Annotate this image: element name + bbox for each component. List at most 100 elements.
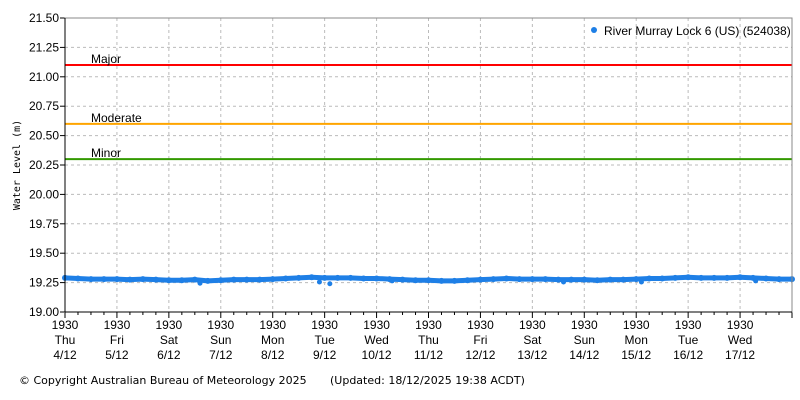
- y-tick-label: 19.25: [29, 276, 59, 290]
- updated-text: (Updated: 18/12/2025 19:38 ACDT): [330, 374, 525, 387]
- data-point: [87, 276, 94, 283]
- x-tick-date: 6/12: [157, 348, 181, 362]
- x-tick-time: 1930: [519, 318, 546, 332]
- x-tick-date: 9/12: [313, 348, 337, 362]
- x-tick-date: 10/12: [362, 348, 392, 362]
- x-tick-date: 14/12: [569, 348, 599, 362]
- x-tick-date: 13/12: [517, 348, 547, 362]
- y-tick-label: 20.50: [29, 129, 59, 143]
- x-tick-day: Sun: [210, 333, 231, 347]
- data-point: [581, 276, 588, 283]
- x-tick-date: 5/12: [105, 348, 129, 362]
- y-tick-label: 21.50: [29, 11, 59, 25]
- data-point: [646, 275, 653, 282]
- data-point: [711, 274, 718, 281]
- x-tick-date: 11/12: [414, 348, 443, 362]
- y-tick-label: 20.75: [29, 99, 59, 113]
- x-tick-time: 1930: [156, 318, 183, 332]
- x-tick-date: 8/12: [261, 348, 285, 362]
- data-point: [425, 277, 432, 284]
- water-level-chart: Major Moderate Minor 19.00 19.25 19.50 19.75 2…: [12, 11, 795, 362]
- data-point: [327, 281, 333, 287]
- x-tick-day: Tue: [315, 333, 336, 347]
- data-point: [347, 274, 354, 281]
- data-point: [737, 274, 744, 281]
- data-point: [542, 276, 549, 283]
- y-tick-label: 19.75: [29, 217, 59, 231]
- x-tick-day: Sun: [574, 333, 595, 347]
- legend-marker: [591, 27, 597, 33]
- data-point: [204, 277, 211, 284]
- data-point: [269, 276, 276, 283]
- x-tick-day: Wed: [364, 333, 388, 347]
- data-point: [321, 274, 328, 281]
- data-point: [256, 276, 263, 283]
- data-point: [217, 277, 224, 284]
- data-point: [698, 274, 705, 281]
- y-tick-label: 19.50: [29, 246, 59, 260]
- data-point: [389, 278, 395, 284]
- threshold-label-minor: Minor: [91, 146, 121, 160]
- data-point: [763, 275, 770, 282]
- data-point: [464, 277, 471, 284]
- data-point: [126, 276, 133, 283]
- x-tick-date: 15/12: [621, 348, 651, 362]
- data-point: [633, 276, 640, 283]
- data-point: [685, 274, 692, 281]
- x-tick-day: Wed: [728, 333, 752, 347]
- x-tick-day: Mon: [625, 333, 648, 347]
- data-point: [753, 278, 759, 284]
- x-tick-time: 1930: [623, 318, 650, 332]
- data-point: [399, 276, 406, 283]
- y-tick-label: 19.00: [29, 305, 59, 319]
- data-point: [74, 275, 81, 282]
- legend: River Murray Lock 6 (US) (524038): [591, 24, 791, 38]
- data-point: [139, 276, 146, 283]
- x-tick-time: 1930: [571, 318, 598, 332]
- data-point: [438, 277, 445, 284]
- x-tick-day: Sat: [160, 333, 179, 347]
- legend-label: River Murray Lock 6 (US) (524038): [604, 24, 791, 38]
- x-tick-day: Sat: [523, 333, 542, 347]
- data-point: [373, 275, 380, 282]
- data-point: [568, 276, 575, 283]
- data-point: [529, 276, 536, 283]
- x-tick-time: 1930: [259, 318, 286, 332]
- data-point: [308, 274, 315, 281]
- data-point: [477, 276, 484, 283]
- data-point: [243, 276, 250, 283]
- y-tick-label: 21.00: [29, 70, 59, 84]
- data-point: [191, 276, 198, 283]
- data-point: [230, 276, 237, 283]
- data-point: [152, 276, 159, 283]
- data-point: [490, 276, 497, 283]
- x-tick-time: 1930: [675, 318, 702, 332]
- x-tick-date: 17/12: [725, 348, 755, 362]
- y-axis-label: Water Level (m): [12, 120, 23, 210]
- x-tick-day: Thu: [55, 333, 76, 347]
- x-tick-time: 1930: [727, 318, 754, 332]
- data-point: [607, 276, 614, 283]
- y-tick-label: 21.25: [29, 40, 59, 54]
- data-point: [638, 279, 644, 285]
- x-tick-date: 7/12: [209, 348, 233, 362]
- x-tick-day: Tue: [678, 333, 699, 347]
- x-tick-day: Fri: [473, 333, 487, 347]
- threshold-label-major: Major: [91, 52, 121, 66]
- data-point: [659, 275, 666, 282]
- data-point: [561, 279, 567, 285]
- data-point: [165, 277, 172, 284]
- data-point: [360, 275, 367, 282]
- data-point: [113, 276, 120, 283]
- data-point: [316, 279, 322, 285]
- x-tick-date: 4/12: [53, 348, 77, 362]
- x-tick-date: 16/12: [673, 348, 703, 362]
- data-point: [555, 276, 562, 283]
- data-point: [197, 280, 203, 286]
- data-point: [178, 277, 185, 284]
- x-tick-day: Mon: [261, 333, 284, 347]
- data-point: [451, 277, 458, 284]
- x-tick-date: 12/12: [465, 348, 495, 362]
- x-tick-day: Thu: [418, 333, 439, 347]
- y-tick-label: 20.00: [29, 187, 59, 201]
